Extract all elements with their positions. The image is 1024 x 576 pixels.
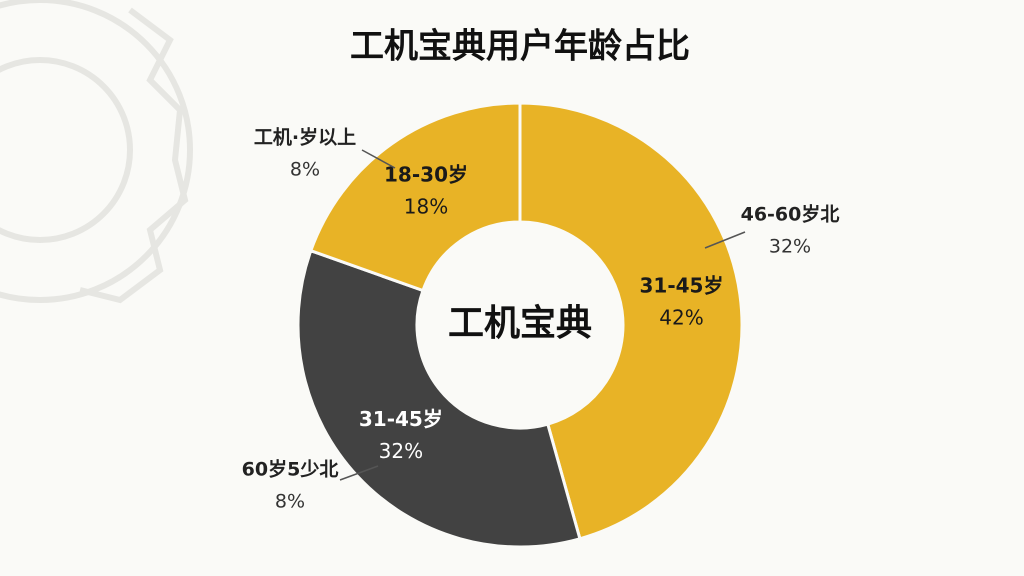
leader-line <box>704 231 746 249</box>
callout-value: 8% <box>275 491 305 513</box>
leader-line <box>339 465 379 481</box>
slice-label: 31-45岁 <box>359 407 443 431</box>
center-label: 工机宝典 <box>448 303 592 344</box>
callout-label: 工机·岁以上 <box>254 126 356 149</box>
gear-decoration <box>0 0 193 304</box>
slice-value: 42% <box>659 305 703 329</box>
slice <box>518 101 744 541</box>
slice-value: 18% <box>404 194 448 218</box>
leader-line <box>361 149 396 169</box>
slice <box>308 101 522 293</box>
callout-label: 60岁5少北 <box>242 458 339 481</box>
donut: 31-45岁 42% 31-45岁 32% 18-30岁 18% <box>296 101 744 549</box>
callout-value: 8% <box>290 159 320 181</box>
slice-label: 31-45岁 <box>639 273 723 297</box>
callout-label: 46-60岁北 <box>741 203 840 226</box>
slice-value: 32% <box>379 439 423 463</box>
callouts: 工机·岁以上 8% 46-60岁北 32% 60岁5少北 8% <box>242 126 840 513</box>
slice <box>296 248 582 549</box>
chart-title: 工机宝典用户年龄占比 <box>350 27 690 67</box>
slice-label: 18-30岁 <box>384 162 468 186</box>
callout-value: 32% <box>769 236 811 258</box>
